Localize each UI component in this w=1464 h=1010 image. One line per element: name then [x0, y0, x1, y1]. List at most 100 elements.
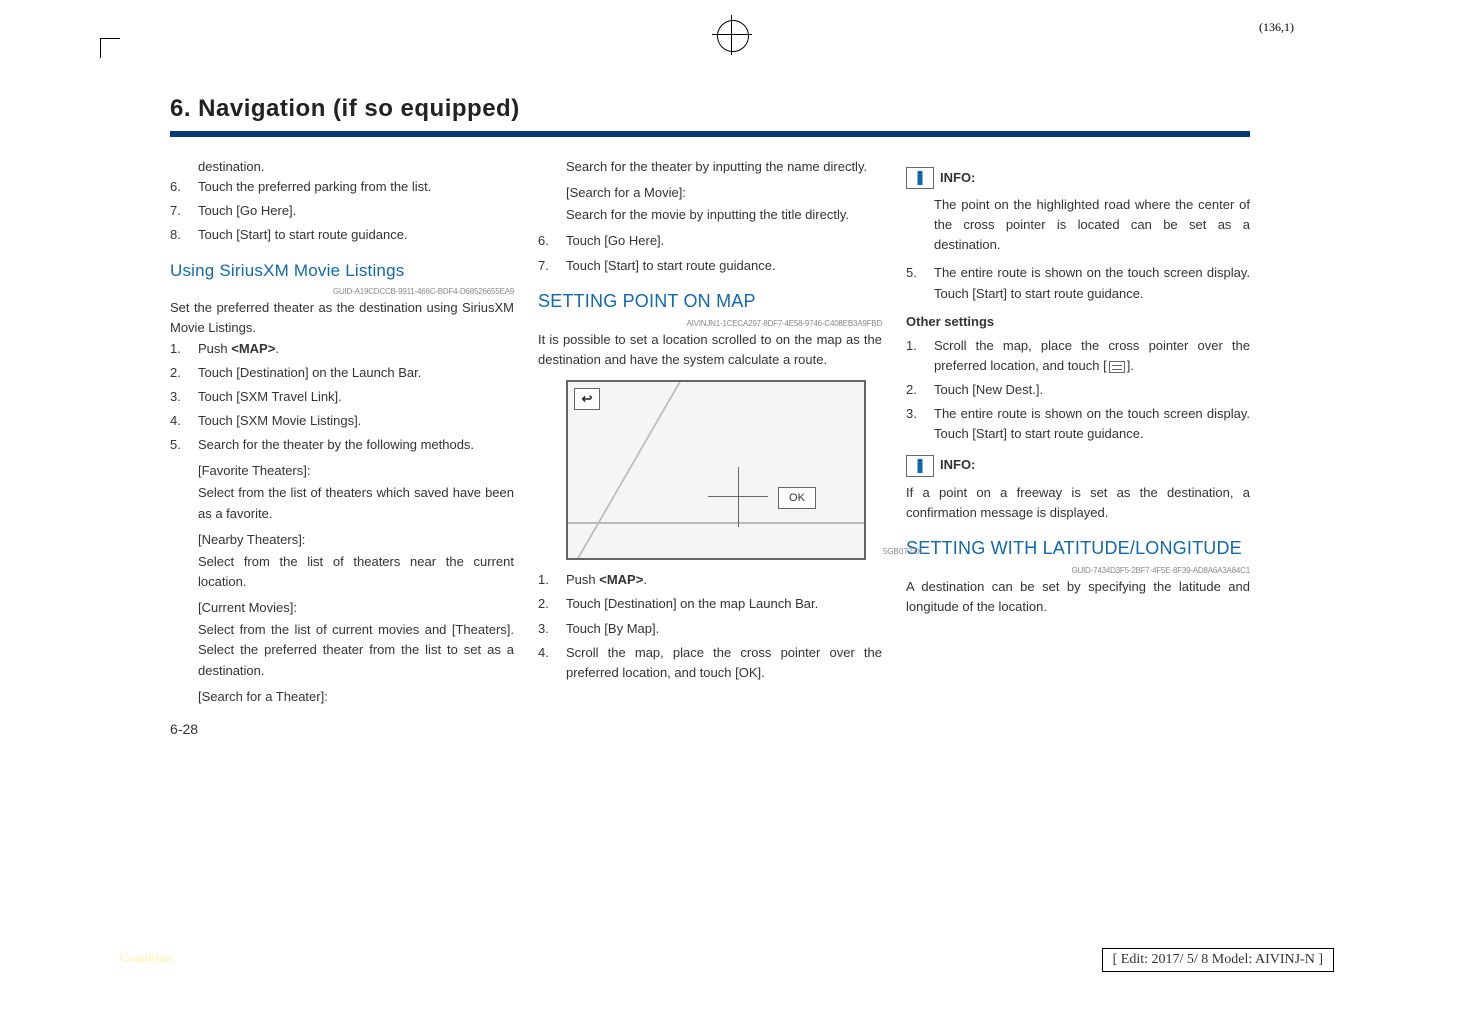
step-item: 6.Touch [Go Here].	[538, 231, 882, 251]
option-body: Select from the list of current movies a…	[170, 620, 514, 680]
step-item: 4.Touch [SXM Movie Listings].	[170, 411, 514, 431]
info-box: INFO:	[906, 455, 1250, 477]
step-list: 5.The entire route is shown on the touch…	[906, 263, 1250, 303]
edit-info-box: [ Edit: 2017/ 5/ 8 Model: AIVINJ-N ]	[1102, 948, 1334, 972]
step-num: 5.	[170, 435, 198, 455]
step-body: Push <MAP>.	[566, 570, 882, 590]
text: Scroll the map, place the cross pointer …	[934, 338, 1250, 373]
page-content: 6. Navigation (if so equipped) destinati…	[170, 95, 1250, 741]
step-body: The entire route is shown on the touch s…	[934, 263, 1250, 303]
back-icon: ↩	[574, 388, 600, 410]
map-button-label: <MAP>	[599, 572, 643, 587]
step-num: 6.	[170, 177, 198, 197]
step-body: Touch [SXM Travel Link].	[198, 387, 514, 407]
sub-heading: Using SiriusXM Movie Listings	[170, 258, 514, 284]
step-item: 1.Push <MAP>.	[538, 570, 882, 590]
step-item: 3.Touch [SXM Travel Link].	[170, 387, 514, 407]
continued-text: destination.	[170, 157, 514, 177]
text: Push	[198, 341, 231, 356]
step-num: 4.	[538, 643, 566, 683]
option-label: [Search for a Theater]:	[170, 687, 514, 707]
page-coordinate: (136,1)	[1259, 20, 1294, 35]
map-button-label: <MAP>	[231, 341, 275, 356]
info-box: INFO:	[906, 167, 1250, 189]
option-label: [Current Movies]:	[170, 598, 514, 618]
step-item: 7.Touch [Start] to start route guidance.	[538, 256, 882, 276]
ok-button-graphic: OK	[778, 487, 816, 509]
step-body: Touch [Go Here].	[566, 231, 882, 251]
map-outer: ↩ OK	[566, 380, 866, 560]
step-item: 7.Touch [Go Here].	[170, 201, 514, 221]
step-list: 6.Touch [Go Here]. 7.Touch [Start] to st…	[538, 231, 882, 275]
info-icon	[906, 167, 934, 189]
step-item: 2.Touch [Destination] on the map Launch …	[538, 594, 882, 614]
text: .	[275, 341, 279, 356]
step-item: 5.Search for the theater by the followin…	[170, 435, 514, 455]
step-num: 3.	[538, 619, 566, 639]
guid-text: GUID-7434D3F5-2BF7-4F5E-8F39-AD8A6A3A84C…	[906, 565, 1250, 577]
step-list: 1.Push <MAP>. 2.Touch [Destination] on t…	[538, 570, 882, 683]
text: ].	[1127, 358, 1134, 373]
step-item: 5.The entire route is shown on the touch…	[906, 263, 1250, 303]
step-body: Touch [By Map].	[566, 619, 882, 639]
step-body: Touch [Go Here].	[198, 201, 514, 221]
step-num: 7.	[170, 201, 198, 221]
guid-text: GUID-A19CDCCB-9911-466C-BDF4-D68526655EA…	[170, 286, 514, 298]
step-body: Touch the preferred parking from the lis…	[198, 177, 514, 197]
step-item: 3.The entire route is shown on the touch…	[906, 404, 1250, 444]
step-item: 1.Scroll the map, place the cross pointe…	[906, 336, 1250, 376]
option-body: Select from the list of theaters near th…	[170, 552, 514, 592]
step-num: 1.	[538, 570, 566, 590]
step-body: The entire route is shown on the touch s…	[934, 404, 1250, 444]
step-list: 1.Scroll the map, place the cross pointe…	[906, 336, 1250, 445]
info-icon	[906, 455, 934, 477]
step-num: 7.	[538, 256, 566, 276]
info-body: If a point on a freeway is set as the de…	[906, 483, 1250, 523]
option-label: [Search for a Movie]:	[538, 183, 882, 203]
option-label: [Nearby Theaters]:	[170, 530, 514, 550]
step-body: Search for the theater by the following …	[198, 435, 514, 455]
option-body: Search for the movie by inputting the ti…	[538, 205, 882, 225]
step-num: 4.	[170, 411, 198, 431]
paragraph: Set the preferred theater as the destina…	[170, 298, 514, 338]
text: Push	[566, 572, 599, 587]
guid-text: AIVINJN1-1CECA297-8DF7-4E58-9746-C408EB3…	[538, 318, 882, 330]
step-item: 6.Touch the preferred parking from the l…	[170, 177, 514, 197]
cross-pointer	[738, 467, 739, 527]
option-body: Search for the theater by inputting the …	[538, 157, 882, 177]
step-num: 6.	[538, 231, 566, 251]
list-icon	[1109, 361, 1125, 373]
step-body: Touch [New Dest.].	[934, 380, 1250, 400]
step-body: Touch [Start] to start route guidance.	[566, 256, 882, 276]
paragraph: A destination can be set by specifying t…	[906, 577, 1250, 617]
option-label: [Favorite Theaters]:	[170, 461, 514, 481]
columns: destination. 6.Touch the preferred parki…	[170, 157, 1250, 741]
step-body: Scroll the map, place the cross pointer …	[566, 643, 882, 683]
page-number: 6-28	[170, 719, 514, 741]
step-body: Touch [Destination] on the Launch Bar.	[198, 363, 514, 383]
column-1: destination. 6.Touch the preferred parki…	[170, 157, 514, 741]
crop-mark	[100, 38, 120, 58]
step-num: 1.	[170, 339, 198, 359]
step-body: Touch [Destination] on the map Launch Ba…	[566, 594, 882, 614]
condition-label: Condition:	[120, 950, 176, 966]
map-road	[568, 522, 864, 524]
step-body: Touch [Start] to start route guidance.	[198, 225, 514, 245]
section-heading: SETTING POINT ON MAP	[538, 288, 882, 316]
step-item: 1.Push <MAP>.	[170, 339, 514, 359]
info-label: INFO:	[940, 455, 975, 475]
map-figure: ↩ OK 5GB0723X	[566, 380, 866, 560]
step-item: 4.Scroll the map, place the cross pointe…	[538, 643, 882, 683]
sub-heading-bold: Other settings	[906, 312, 1250, 332]
title-rule	[170, 131, 1250, 137]
figure-code: 5GB0723X	[883, 546, 922, 558]
info-label: INFO:	[940, 168, 975, 188]
column-2: Search for the theater by inputting the …	[538, 157, 882, 741]
registration-target	[712, 15, 752, 55]
step-item: 2.Touch [New Dest.].	[906, 380, 1250, 400]
column-3: INFO: The point on the highlighted road …	[906, 157, 1250, 741]
step-body: Scroll the map, place the cross pointer …	[934, 336, 1250, 376]
section-title: 6. Navigation (if so equipped)	[170, 95, 1250, 123]
step-num: 2.	[170, 363, 198, 383]
step-list: 6.Touch the preferred parking from the l…	[170, 177, 514, 245]
